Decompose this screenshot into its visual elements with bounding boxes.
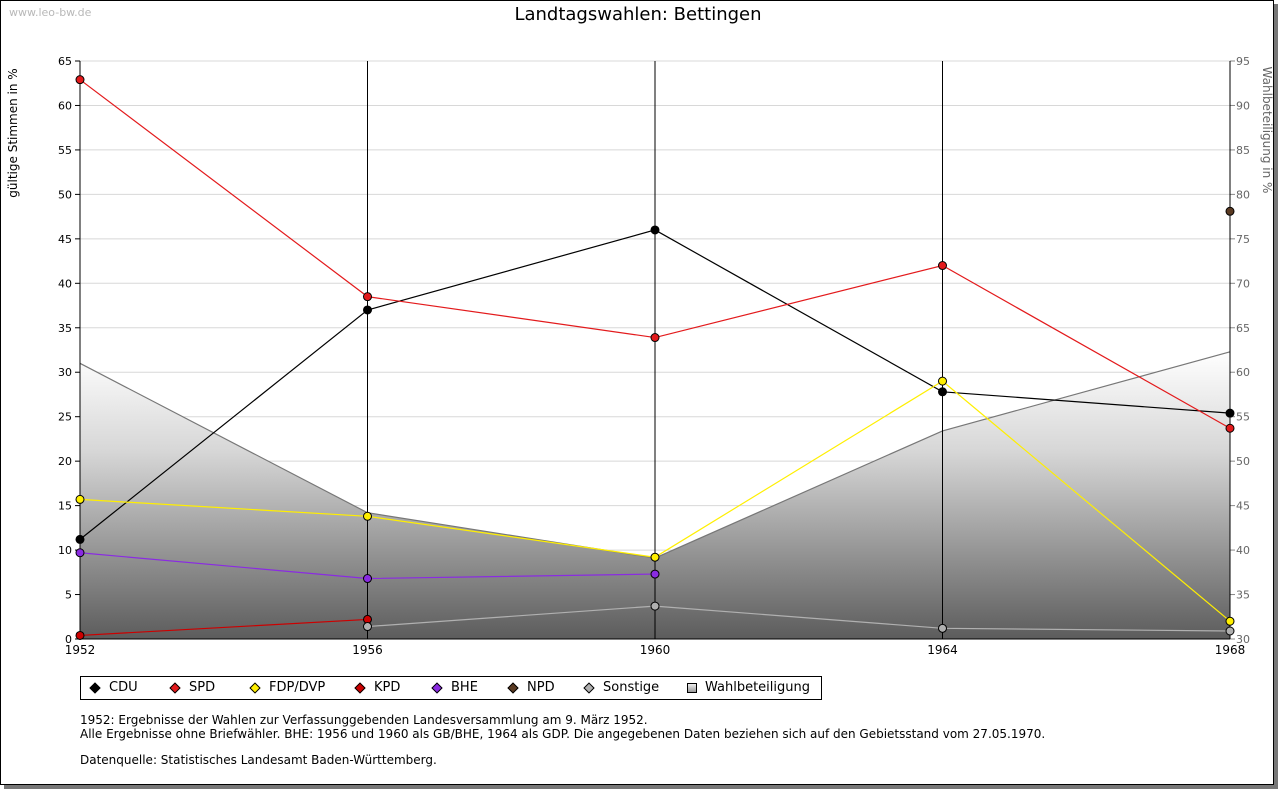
series-line-sonstige xyxy=(367,605,1231,632)
y-axis-label: gültige Stimmen in % xyxy=(6,68,20,197)
legend-label: KPD xyxy=(374,680,401,695)
point-spd-1952 xyxy=(75,75,85,85)
y2-tick-label: 60 xyxy=(1236,366,1250,379)
y2-tick-label: 40 xyxy=(1236,544,1250,557)
legend-label: CDU xyxy=(109,680,138,695)
y2-tick-label: 85 xyxy=(1236,144,1250,157)
x-tick-label: 1968 xyxy=(1215,643,1246,657)
note-source: Datenquelle: Statistisches Landesamt Bad… xyxy=(80,753,437,767)
legend: CDU SPD FDP/DVP KPD BHE NPD Sonstige Wahlbeteil… xyxy=(80,676,822,700)
legend-marker-sonstige xyxy=(583,682,595,694)
x-tick-label: 1952 xyxy=(65,643,96,657)
point-fdp-dvp-1952 xyxy=(75,494,85,504)
legend-marker-npd xyxy=(507,682,519,694)
x-tick-label: 1960 xyxy=(640,643,671,657)
y2-tick-label: 95 xyxy=(1236,55,1250,68)
point-fdp-dvp-1960 xyxy=(650,552,660,562)
y-tick-label: 5 xyxy=(65,589,72,602)
y2-tick-label: 55 xyxy=(1236,411,1250,424)
x-tick-label: 1956 xyxy=(352,643,383,657)
x-tick-label: 1964 xyxy=(927,643,958,657)
point-spd-1964 xyxy=(938,261,947,271)
point-bhe-1952 xyxy=(75,548,85,558)
point-cdu-1964 xyxy=(938,387,947,397)
point-cdu-1968 xyxy=(1225,408,1235,418)
point-sonstige-1960 xyxy=(650,601,660,611)
point-kpd-1952 xyxy=(75,630,85,640)
point-spd-1968 xyxy=(1225,423,1235,433)
legend-marker-spd xyxy=(169,682,181,694)
y-tick-label: 45 xyxy=(58,233,72,246)
legend-marker-bhe xyxy=(431,682,443,694)
point-spd-1960 xyxy=(650,333,660,343)
legend-marker-wahlbeteiligung xyxy=(687,683,697,693)
y-tick-label: 15 xyxy=(58,500,72,513)
point-fdp-dvp-1956 xyxy=(363,511,372,521)
y-tick-label: 50 xyxy=(58,188,72,201)
y-tick-label: 55 xyxy=(58,144,72,157)
legend-label: SPD xyxy=(189,680,216,695)
y-tick-label: 40 xyxy=(58,277,72,290)
y-tick-label: 60 xyxy=(58,99,72,112)
legend-label: Sonstige xyxy=(603,680,660,695)
y2-tick-label: 65 xyxy=(1236,322,1250,335)
legend-marker-kpd xyxy=(354,682,366,694)
y-tick-label: 30 xyxy=(58,366,72,379)
watermark: www.leo-bw.de xyxy=(9,6,92,19)
y2-tick-label: 30 xyxy=(1236,633,1250,646)
y2-tick-label: 80 xyxy=(1236,188,1250,201)
y-tick-label: 35 xyxy=(58,322,72,335)
y-tick-label: 65 xyxy=(58,55,72,68)
point-cdu-1960 xyxy=(650,225,660,235)
axes: 0 5 10 15 20 25 30 35 40 45 50 55 60 65 30 35 40 45 50 55 60… xyxy=(58,55,1250,657)
chart-title: Landtagswahlen: Bettingen xyxy=(514,4,761,25)
y2-tick-label: 90 xyxy=(1236,99,1250,112)
point-cdu-1952 xyxy=(75,534,85,544)
y-tick-label: 0 xyxy=(65,633,72,646)
y2-tick-label: 75 xyxy=(1236,233,1250,246)
point-npd-1968 xyxy=(1225,206,1235,216)
point-sonstige-1964 xyxy=(938,623,947,633)
point-fdp-dvp-1968 xyxy=(1225,616,1235,626)
y2-tick-label: 70 xyxy=(1236,277,1250,290)
legend-label: Wahlbeteiligung xyxy=(705,680,811,695)
y2-tick-label: 35 xyxy=(1236,589,1250,602)
point-spd-1956 xyxy=(363,292,372,302)
y-tick-label: 20 xyxy=(58,455,72,468)
y2-tick-label: 50 xyxy=(1236,455,1250,468)
y2-axis-label: Wahlbeteiligung in % xyxy=(1260,67,1274,194)
note-1952: 1952: Ergebnisse der Wahlen zur Verfassu… xyxy=(80,713,648,727)
y2-tick-label: 45 xyxy=(1236,500,1250,513)
series-points xyxy=(75,75,1235,640)
legend-label: FDP/DVP xyxy=(269,680,326,695)
y-tick-label: 25 xyxy=(58,411,72,424)
point-bhe-1960 xyxy=(650,569,660,579)
point-sonstige-1968 xyxy=(1225,626,1235,636)
legend-marker-fdp-dvp xyxy=(249,682,261,694)
legend-label: NPD xyxy=(527,680,555,695)
series-line-kpd xyxy=(79,618,368,637)
y-tick-label: 10 xyxy=(58,544,72,557)
legend-label: BHE xyxy=(451,680,478,695)
note-general: Alle Ergebnisse ohne Briefwähler. BHE: 1… xyxy=(80,727,1046,741)
legend-marker-cdu xyxy=(89,682,101,694)
point-cdu-1956 xyxy=(363,305,372,315)
point-fdp-dvp-1964 xyxy=(938,376,947,386)
point-bhe-1956 xyxy=(363,574,372,584)
point-sonstige-1956 xyxy=(363,622,372,632)
